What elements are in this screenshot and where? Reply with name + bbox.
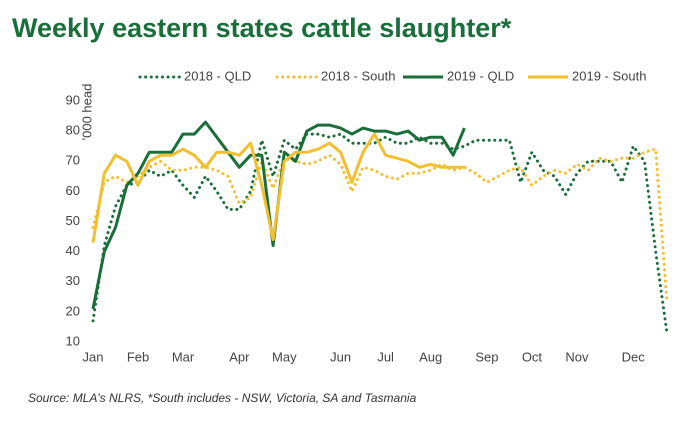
x-tick-label: Apr [229,349,250,364]
y-tick-label: 10 [66,333,80,348]
series-line [91,132,669,335]
y-tick-label: 40 [66,243,80,258]
y-tick-label: 30 [66,273,80,288]
y-tick-label: 90 [66,92,80,107]
y-tick-label: 80 [66,123,80,138]
series-line [91,120,466,310]
x-tick-label: Jun [330,349,351,364]
legend-label: 2019 - QLD [447,68,514,83]
x-tick-label: Oct [522,349,543,364]
x-tick-label: May [272,349,297,364]
x-tick-label: Nov [565,349,589,364]
x-tick-label: Jul [377,349,394,364]
x-tick-label: Mar [172,349,195,364]
source-note: Source: MLA's NLRS, *South includes - NS… [28,391,417,405]
y-tick-label: 20 [66,303,80,318]
x-tick-label: Dec [622,349,646,364]
x-tick-label: Jan [83,349,104,364]
x-tick-label: Sep [475,349,498,364]
chart-title: Weekly eastern states cattle slaughter* [12,13,512,43]
y-axis-label: '000 head [79,84,94,141]
y-tick-label: 60 [66,183,80,198]
x-tick-label: Aug [419,349,442,364]
series-line [91,132,465,243]
legend-label: 2018 - South [321,68,395,83]
legend-label: 2019 - South [572,68,646,83]
y-tick-label: 70 [66,153,80,168]
legend-label: 2018 - QLD [184,68,251,83]
y-tick-label: 50 [66,213,80,228]
series-line [91,147,669,305]
x-tick-label: Feb [127,349,149,364]
